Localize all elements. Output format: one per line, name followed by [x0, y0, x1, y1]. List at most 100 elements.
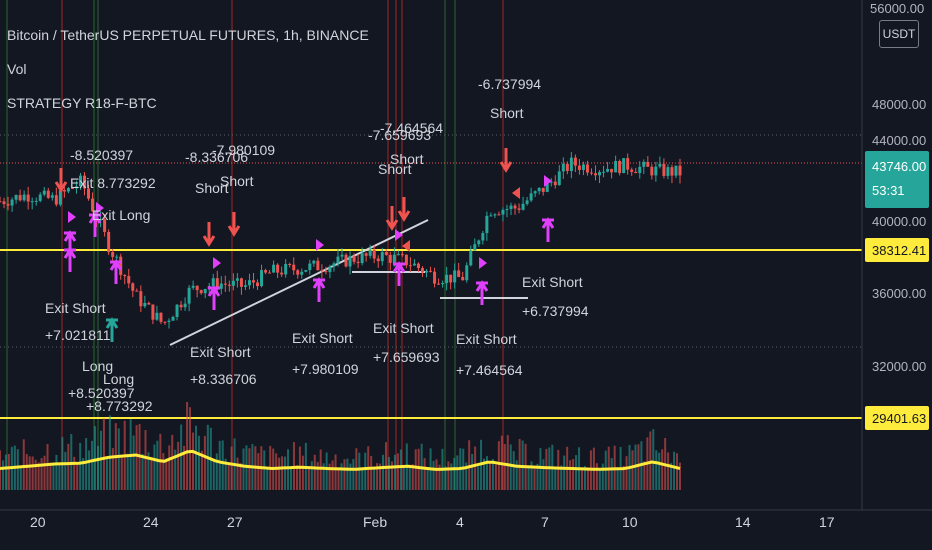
- candle-body: [646, 161, 650, 167]
- volume-bar: [156, 440, 159, 490]
- volume-bar: [509, 444, 512, 490]
- volume-bar: [4, 454, 7, 490]
- volume-bar: [43, 455, 46, 490]
- last-price-badge: [865, 151, 929, 208]
- chart-title[interactable]: Bitcoin / TetherUS PERPETUAL FUTURES, 1h…: [7, 27, 369, 43]
- candle-body: [251, 280, 255, 283]
- volume-bar: [542, 459, 545, 490]
- volume-bar: [616, 469, 619, 490]
- candle-body: [372, 249, 376, 259]
- price-tick-48000: 48000.00: [872, 97, 926, 112]
- candle-body: [70, 188, 74, 190]
- candle-body: [678, 165, 682, 176]
- annotation-label: -7.659693: [368, 127, 431, 143]
- buy-arrow-marker: [63, 230, 77, 255]
- candle-body: [449, 274, 453, 283]
- annotation-label: Exit Short: [292, 330, 353, 346]
- candle-body: [614, 160, 618, 173]
- candle-body: [50, 195, 54, 198]
- volume-bar: [456, 455, 459, 490]
- volume-bar: [527, 467, 530, 490]
- volume-bar: [423, 458, 426, 490]
- candle-body: [6, 204, 10, 206]
- candle-body: [658, 163, 662, 167]
- volume-bar: [658, 452, 661, 490]
- volume-bar: [622, 465, 625, 490]
- candle-body: [517, 208, 521, 210]
- volume-bar: [16, 449, 19, 490]
- volume-bar: [227, 464, 230, 490]
- candle-body: [509, 205, 513, 209]
- candle-body: [420, 268, 424, 273]
- buy-arrow-marker: [541, 217, 555, 242]
- candle-body: [151, 304, 155, 320]
- volume-bar: [649, 431, 652, 490]
- volume-bar: [58, 463, 61, 490]
- volume-bar: [595, 463, 598, 490]
- volume-bar: [79, 442, 82, 490]
- candle-body: [38, 194, 42, 201]
- candle-body: [231, 280, 235, 286]
- candle-body: [175, 304, 179, 318]
- candle-body: [34, 200, 38, 202]
- price-axis[interactable]: 56000.00 48000.00 44000.00 40000.00 3600…: [861, 0, 932, 510]
- candle-body: [670, 167, 674, 176]
- volume-bar: [539, 448, 542, 490]
- trendline-rising[interactable]: [169, 219, 429, 346]
- volume-bar: [275, 453, 278, 490]
- volume-bar: [652, 429, 655, 490]
- volume-bar: [278, 457, 281, 490]
- volume-bar: [212, 459, 215, 490]
- volume-bar: [670, 462, 673, 490]
- countdown-label: 53:31: [872, 183, 905, 198]
- volume-bar: [506, 435, 509, 490]
- volume-bar: [76, 463, 79, 490]
- candle-body: [404, 254, 408, 266]
- volume-bar: [200, 450, 203, 490]
- annotation-label: -6.737994: [478, 76, 541, 92]
- volume-bar: [0, 450, 1, 490]
- volume-bar: [88, 450, 91, 490]
- candle-body: [412, 263, 416, 266]
- volume-bar: [174, 449, 177, 490]
- candle-body: [99, 219, 103, 221]
- volume-bar: [679, 462, 681, 490]
- annotation-label: +7.464564: [456, 362, 523, 378]
- level-badge-29401: [865, 406, 929, 430]
- volume-bar: [625, 456, 628, 490]
- volume-indicator-label[interactable]: Vol: [7, 61, 27, 77]
- candle-body: [368, 249, 372, 256]
- volume-bar: [376, 463, 379, 490]
- candle-body: [308, 263, 312, 271]
- candle-body: [268, 272, 272, 274]
- candle-body: [497, 214, 501, 216]
- candle-body: [58, 190, 62, 205]
- volume-bar: [325, 452, 328, 490]
- volume-bar: [673, 451, 676, 490]
- volume-bar: [192, 432, 195, 490]
- level-label-38312: 38312.41: [872, 243, 926, 258]
- candle-body: [392, 254, 396, 263]
- time-axis[interactable]: 20 24 27 Feb 4 7 10 14 17: [0, 509, 932, 550]
- strategy-indicator-label[interactable]: STRATEGY R18-F-BTC: [7, 95, 157, 111]
- volume-bar: [117, 428, 120, 490]
- volume-bars: [0, 401, 681, 490]
- volume-bar: [52, 462, 55, 490]
- volume-bar: [301, 455, 304, 490]
- volume-bar: [346, 458, 349, 490]
- candle-body: [666, 167, 670, 176]
- buy-arrow-marker: [109, 259, 123, 284]
- candle-body: [147, 302, 151, 305]
- event-lines: [6, 0, 504, 490]
- candle-body: [469, 250, 473, 266]
- annotation-label: +8.336706: [190, 371, 257, 387]
- volume-bar: [554, 466, 557, 490]
- currency-badge[interactable]: USDT: [879, 20, 919, 48]
- volume-bar: [444, 466, 447, 490]
- candle-body: [183, 303, 187, 308]
- volume-bar: [438, 464, 441, 490]
- candle-body: [589, 172, 593, 174]
- volume-bar: [382, 454, 385, 490]
- volume-bar: [236, 457, 239, 490]
